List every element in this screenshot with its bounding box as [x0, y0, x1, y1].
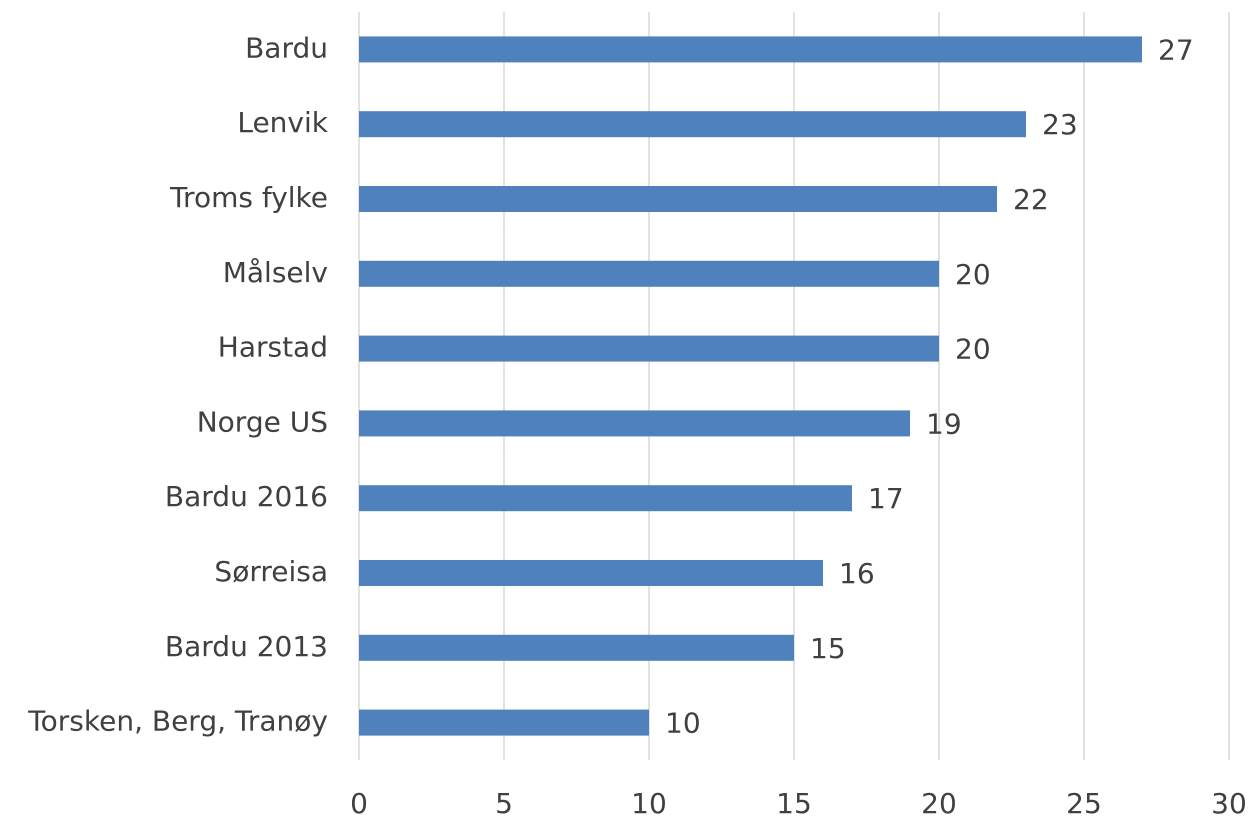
y-tick-label: Målselv	[223, 256, 328, 289]
y-tick-label: Bardu 2013	[165, 630, 328, 663]
bar	[359, 111, 1026, 138]
value-label: 16	[839, 557, 875, 590]
value-label: 27	[1158, 33, 1194, 66]
x-tick-label: 30	[1211, 787, 1247, 817]
value-label: 17	[868, 482, 904, 515]
x-tick-label: 15	[776, 787, 812, 817]
y-tick-label: Sørreisa	[214, 555, 328, 588]
value-label: 10	[665, 707, 701, 740]
y-tick-label: Norge US	[197, 405, 328, 438]
value-label: 15	[810, 632, 846, 665]
bar	[359, 634, 794, 661]
x-tick-label: 25	[1066, 787, 1102, 817]
value-label: 23	[1042, 108, 1078, 141]
x-tick-label: 5	[495, 787, 513, 817]
bar	[359, 335, 939, 362]
bar	[359, 186, 997, 212]
value-label: 19	[926, 407, 962, 440]
bar	[359, 485, 852, 512]
y-tick-label: Bardu	[245, 31, 328, 64]
value-label: 20	[955, 333, 991, 366]
y-tick-label: Harstad	[218, 331, 328, 364]
bar	[359, 560, 823, 586]
bar	[359, 260, 939, 287]
x-tick-label: 20	[921, 787, 957, 817]
x-tick-label: 0	[350, 787, 368, 817]
value-label: 22	[1013, 183, 1049, 216]
y-tick-label: Lenvik	[237, 106, 328, 139]
y-tick-label: Torsken, Berg, Tranøy	[27, 705, 328, 738]
bar	[359, 36, 1142, 63]
bar	[359, 410, 910, 437]
x-tick-label: 10	[631, 787, 667, 817]
y-tick-label: Troms fylke	[169, 181, 328, 214]
bar	[359, 709, 649, 736]
y-tick-label: Bardu 2016	[165, 480, 328, 513]
value-label: 20	[955, 258, 991, 291]
